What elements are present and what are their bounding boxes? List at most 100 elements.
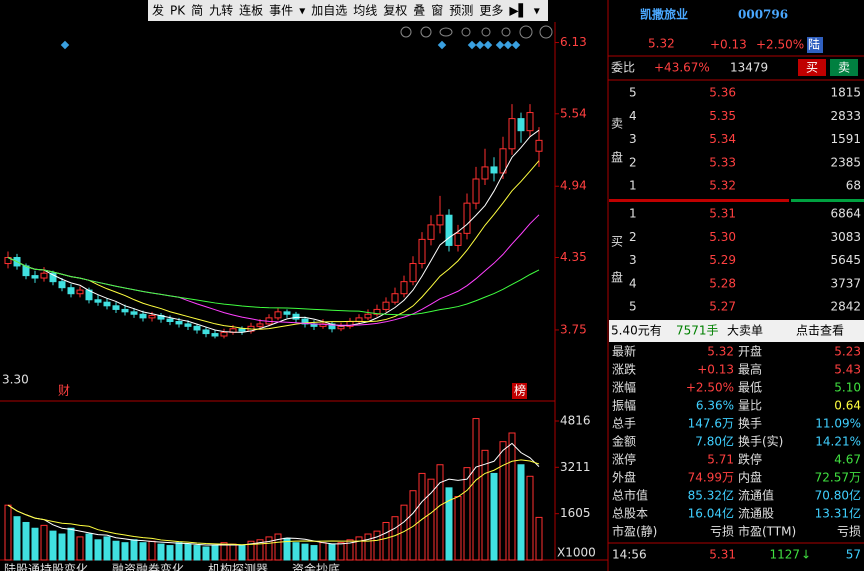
book-level: 3 [629,132,637,146]
candle-body [139,313,147,319]
volume-ma [7,442,540,546]
bottom-tab[interactable]: 融资融券变化 [112,562,184,571]
candle-body [40,272,48,279]
toolbar-button[interactable]: 窗 [431,4,443,18]
toolbar-button[interactable]: 连板 [239,3,263,18]
toolbar-button[interactable]: PK [170,4,186,18]
tick-arrow: ↓ [801,548,811,562]
stat-value: 5.10 [834,381,861,395]
big-order-link[interactable]: 点击查看 [796,324,844,338]
book-volume: 2385 [830,155,861,169]
volume-bar [211,545,219,561]
book-price: 5.29 [709,253,736,267]
buy-btn-bg[interactable] [798,59,826,76]
stat-value: 亏损 [710,525,734,539]
volume-bar [49,530,57,561]
candle-body [76,289,84,295]
toolbar-button[interactable]: 简 [191,4,203,18]
toolbar-button[interactable]: 叠 [413,4,425,18]
candle-body [193,325,201,331]
toolbar-button[interactable]: ▶▌ [509,3,527,18]
toolbar [148,0,548,21]
book-price: 5.33 [709,155,736,169]
bottom-tab[interactable]: 陆股通持股变化 [4,562,88,571]
toolbar-button[interactable]: 加自选 [311,4,347,18]
volume-bar [13,516,21,561]
ma-line [7,129,540,333]
toolbar-button[interactable]: ▾ [299,4,305,18]
sell-button[interactable]: 卖 [838,61,850,75]
toolbar-button[interactable]: 更多 [479,4,503,18]
candle-body [364,313,372,319]
volume-bar [157,543,165,561]
stat-label: 外盘 [612,470,636,485]
badge: 陆 [808,37,820,52]
book-volume: 6864 [830,207,861,221]
book-level: 1 [629,179,637,193]
toolbar-button[interactable]: 事件 [269,4,293,18]
chart-tools [400,25,553,39]
stat-value: 74.99万 [688,471,734,485]
volume-bar [175,542,183,561]
stat-value: 72.57万 [815,471,861,485]
book-label: 盘 [611,150,623,165]
stat-value: 16.04亿 [688,506,734,521]
volume-bar [67,527,75,561]
volume-bar [373,530,381,561]
candle-body [103,301,111,307]
tick-volume: 1127 [769,548,800,562]
stat-value: 亏损 [837,525,861,539]
stat-label: 总手 [612,417,636,431]
stat-value: 5.23 [834,345,861,359]
stat-label: 最新 [612,344,636,359]
stat-label: 换手(实) [738,434,783,449]
book-volume: 3083 [830,230,861,244]
sell-btn-bg[interactable] [830,59,858,76]
marker: 榜 [514,383,526,398]
volume-bar [184,543,192,561]
book-price: 5.34 [709,132,736,146]
stat-value: 4.67 [834,453,861,467]
volume-bar [445,487,453,561]
candle-body [31,275,39,279]
volume-bar [139,542,147,561]
toolbar-button[interactable]: 九转 [209,3,233,18]
volume-bar [499,441,507,561]
volume-bar [337,542,345,561]
candle-body [148,314,156,319]
candle-body [256,323,264,327]
stat-label: 总股本 [612,507,648,521]
toolbar-button[interactable]: ▾ [534,4,540,18]
volume-bar [256,539,264,561]
candle-body [121,308,129,313]
stat-label: 量比 [738,399,762,413]
book-level: 2 [629,230,637,244]
volume-bar [526,475,534,561]
candle-body [445,214,453,246]
book-volume: 1815 [830,86,861,100]
stat-label: 内盘 [738,470,762,485]
volume-bar [148,540,156,561]
volume-bar [463,467,471,561]
volume-bar [472,418,480,561]
book-price: 5.31 [709,207,736,221]
bottom-tab[interactable]: 资金抄底 [292,562,340,571]
volume-bar [490,472,498,561]
toolbar-button[interactable]: 预测 [449,4,473,18]
volume-tick-label: 4816 [560,413,591,427]
candle-body [409,263,417,283]
toolbar-button[interactable]: 发 [152,3,164,18]
bottom-tab[interactable]: 机构探测器 [208,562,268,571]
tick-count: 57 [846,548,861,562]
candle-body [472,178,480,204]
toolbar-button[interactable]: 均线 [353,4,377,18]
candle-body [499,148,507,174]
stat-label: 金额 [612,434,636,449]
book-level: 1 [629,207,637,221]
candle-body [175,321,183,325]
buy-button[interactable]: 买 [806,61,818,75]
stat-value: +2.50% [686,381,734,395]
toolbar-button[interactable]: 复权 [383,4,407,18]
